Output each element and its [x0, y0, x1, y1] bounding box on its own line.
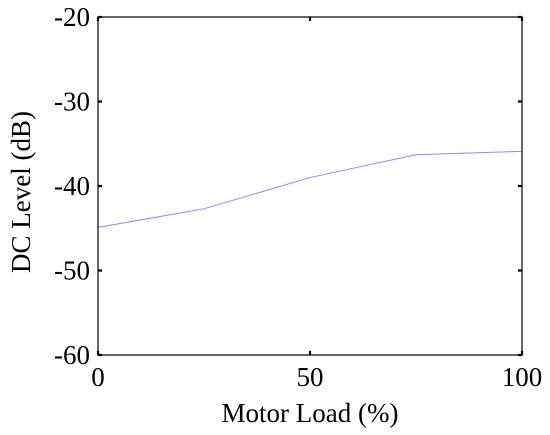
x-axis-title: Motor Load (%): [222, 398, 399, 428]
y-axis-tick-labels: -20 -30 -40 -50 -60: [54, 2, 90, 370]
x-tick-label: 100: [502, 362, 543, 392]
data-point: [415, 154, 417, 156]
x-axis-tick-labels: 0 50 100: [91, 362, 542, 392]
plot-frame: [97, 16, 523, 356]
y-axis-ticks: [98, 15, 522, 357]
y-tick-label: -30: [54, 87, 90, 117]
y-axis-title: DC Level (dB): [6, 111, 36, 273]
data-point: [309, 176, 311, 179]
x-tick-label: 50: [297, 362, 324, 392]
y-tick-label: -60: [54, 340, 90, 370]
x-tick-label: 0: [91, 362, 105, 392]
series-line: [97, 150, 523, 228]
y-tick-label: -20: [54, 2, 90, 32]
x-axis-ticks: [96, 17, 524, 355]
data-point: [203, 208, 205, 210]
series-layer: [97, 150, 523, 229]
y-tick-label: -50: [54, 256, 90, 286]
y-tick-label: -40: [54, 171, 90, 201]
